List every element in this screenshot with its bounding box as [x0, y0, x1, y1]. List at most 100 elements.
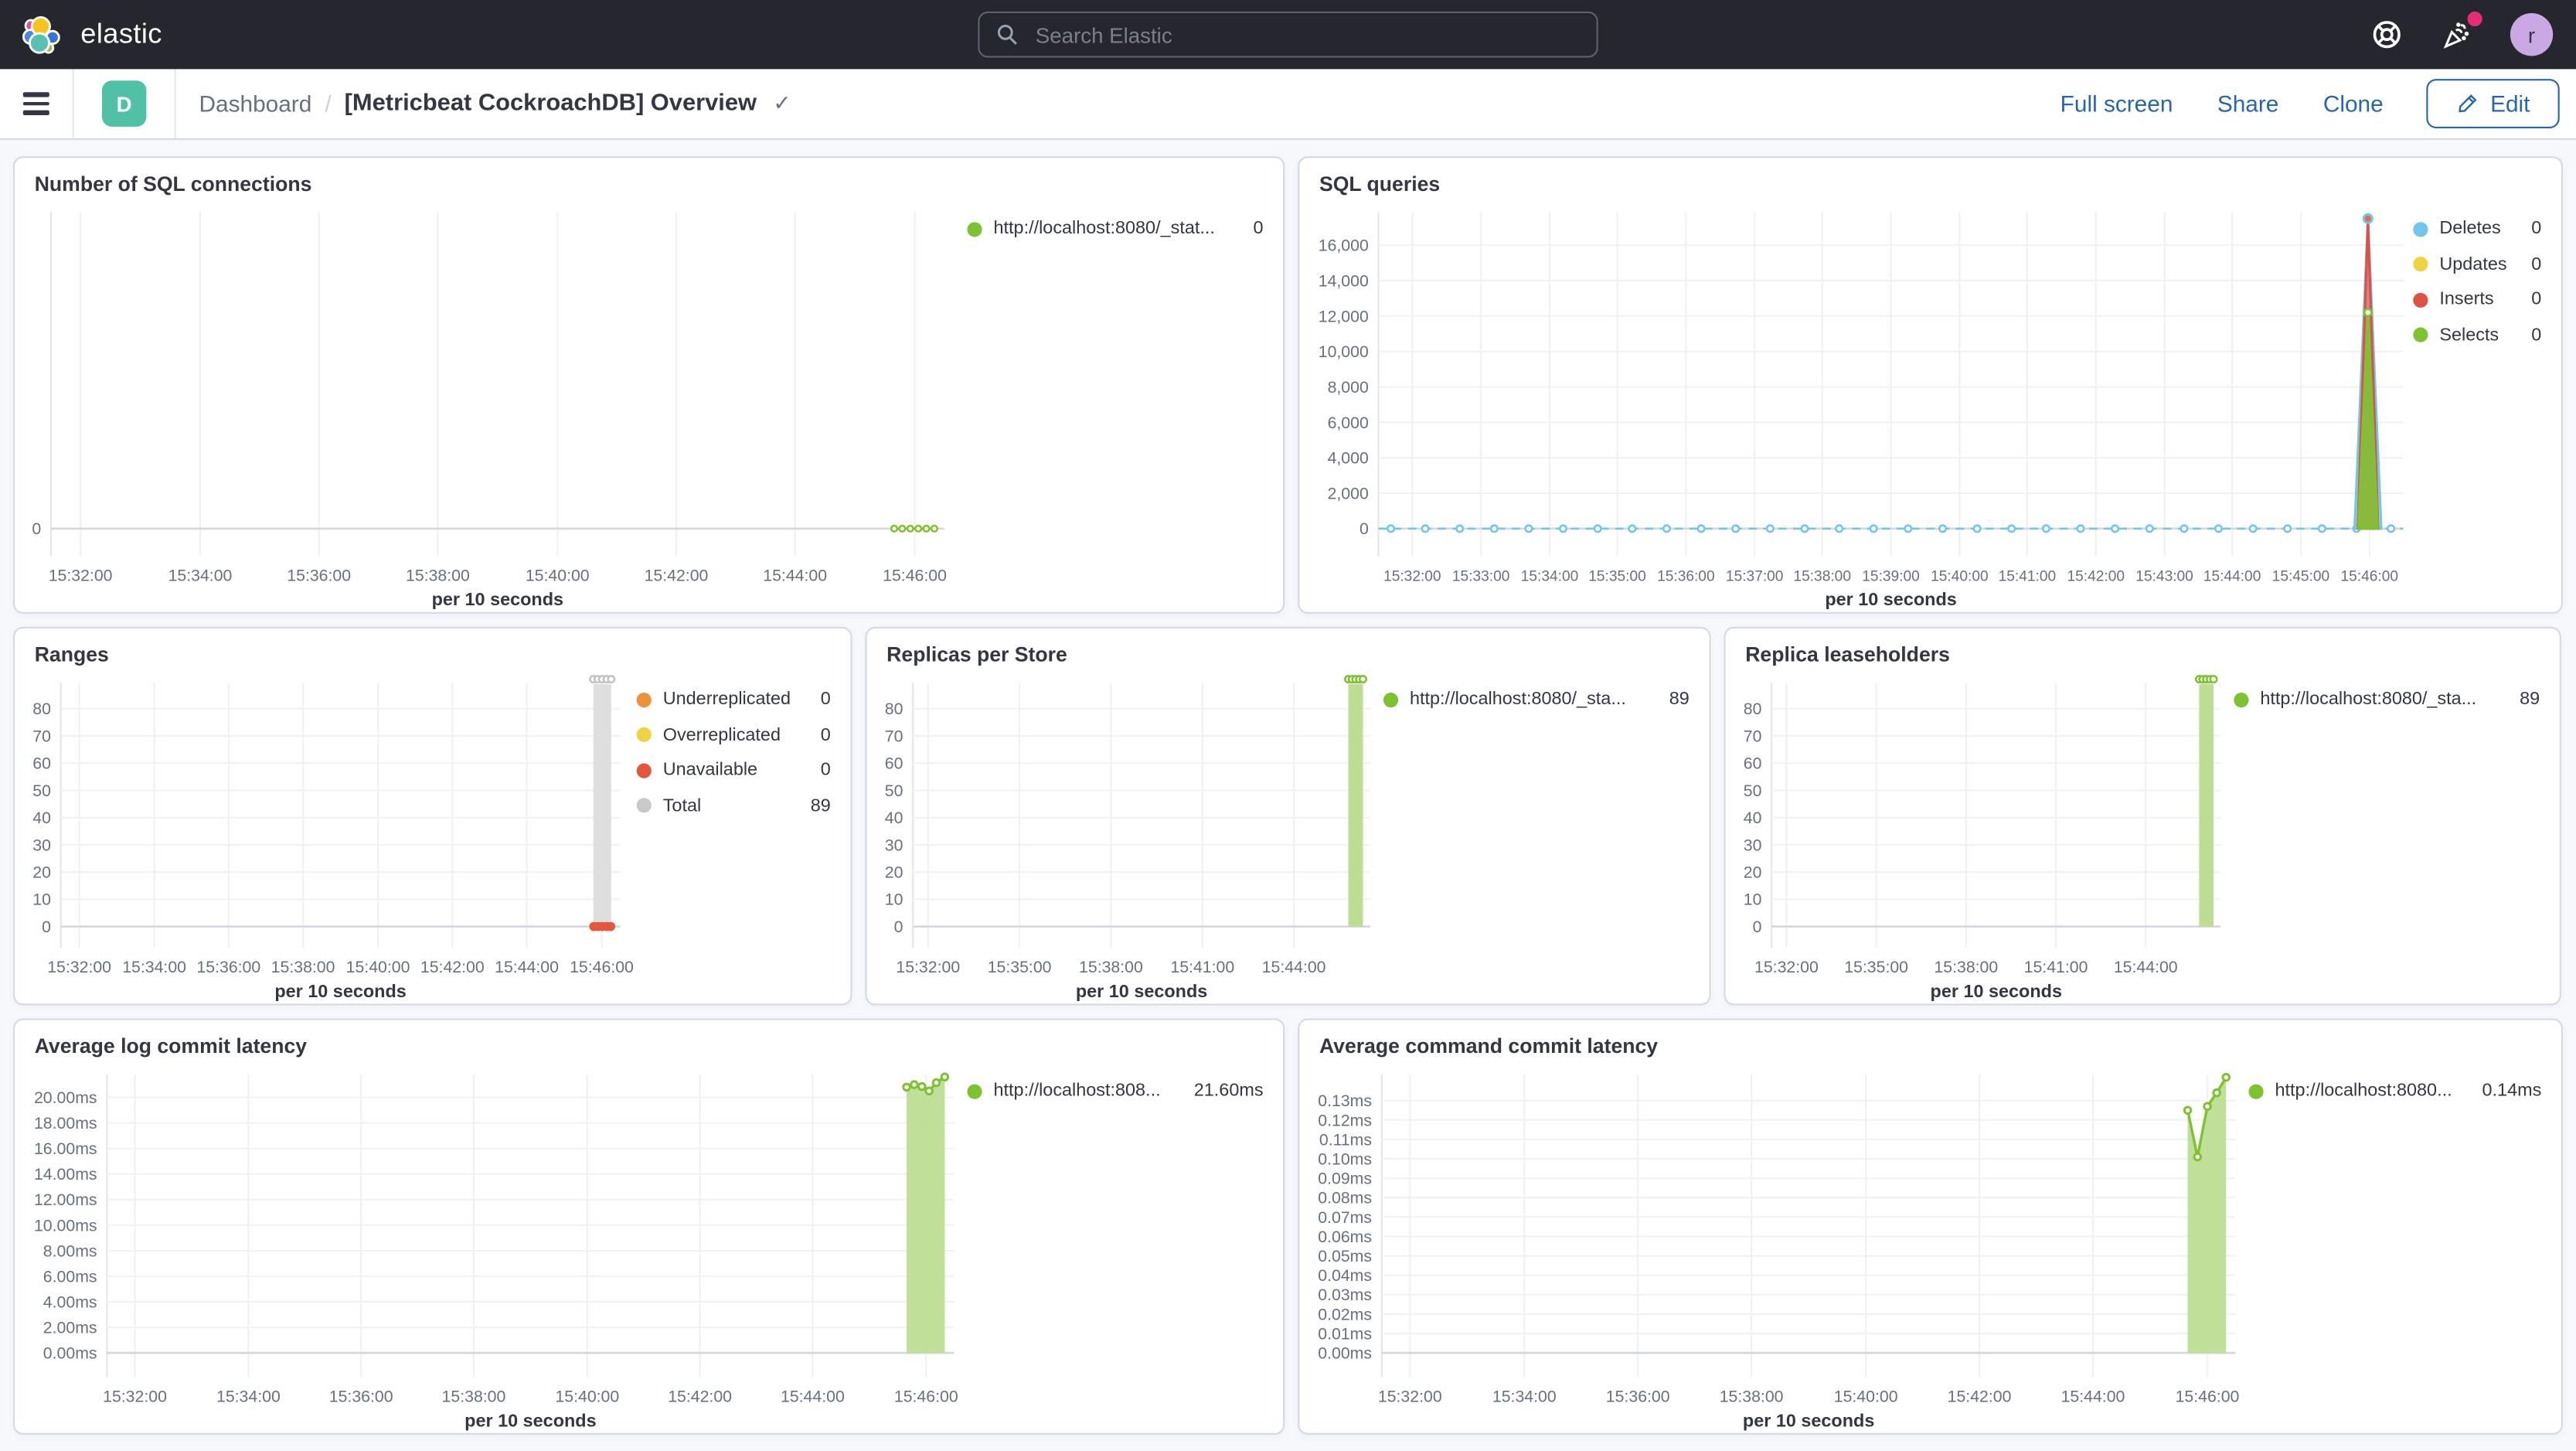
svg-text:0.08ms: 0.08ms — [1318, 1189, 1372, 1207]
legend-item[interactable]: Overreplicated 0 — [636, 724, 831, 745]
svg-text:0.00ms: 0.00ms — [43, 1344, 97, 1363]
svg-text:15:46:00: 15:46:00 — [570, 958, 634, 976]
panel-title: Replicas per Store — [886, 643, 1067, 666]
svg-text:15:36:00: 15:36:00 — [1657, 568, 1715, 584]
svg-text:15:44:00: 15:44:00 — [2203, 568, 2261, 584]
svg-text:30: 30 — [1744, 836, 1762, 854]
svg-text:15:46:00: 15:46:00 — [894, 1387, 958, 1405]
title-check-icon[interactable]: ✓ — [773, 90, 791, 115]
fullscreen-button[interactable]: Full screen — [2060, 90, 2173, 118]
elastic-logo[interactable]: elastic — [0, 12, 162, 56]
legend-color-dot — [2413, 221, 2428, 237]
chart-replicas-per-store[interactable]: 0 10 20 30 40 50 60 70 80 15:32:00 15:35:00 15:38:0… — [867, 669, 1383, 1003]
legend-item[interactable]: Selects 0 — [2413, 325, 2541, 345]
legend-item-label: Overreplicated — [662, 724, 781, 745]
legend-item[interactable]: Inserts 0 — [2413, 290, 2541, 309]
legend-item[interactable]: http://localhost:8080/_stat... 0 — [967, 219, 1264, 239]
svg-text:30: 30 — [885, 836, 903, 854]
svg-text:0.00ms: 0.00ms — [1318, 1344, 1372, 1363]
svg-text:16.00ms: 16.00ms — [34, 1139, 97, 1158]
chart-sql-connections[interactable]: 0 15:32:00 15:34:00 15:36:00 15:38:00 15:40:0… — [15, 199, 967, 612]
svg-text:15:32:00: 15:32:00 — [1378, 1387, 1442, 1405]
help-icon — [2370, 18, 2404, 51]
svg-text:15:38:00: 15:38:00 — [271, 958, 335, 976]
search-input[interactable] — [1032, 20, 1581, 49]
svg-text:15:42:00: 15:42:00 — [1948, 1387, 2012, 1405]
svg-text:15:41:00: 15:41:00 — [1170, 958, 1234, 976]
whats-new-button[interactable] — [2439, 11, 2482, 53]
svg-text:0.06ms: 0.06ms — [1318, 1228, 1372, 1246]
panel-title: Number of SQL connections — [34, 172, 312, 196]
svg-text:15:32:00: 15:32:00 — [103, 1387, 167, 1405]
edit-button-label: Edit — [2490, 90, 2530, 118]
chart-replica-leaseholders[interactable]: 0 10 20 30 40 50 60 70 80 15:32:00 15:35:00 15:38:0… — [1726, 669, 2234, 1003]
svg-text:15:41:00: 15:41:00 — [2024, 958, 2088, 976]
svg-text:12.00ms: 12.00ms — [34, 1190, 97, 1209]
legend-item-value: 0 — [820, 724, 831, 745]
legend-item[interactable]: http://localhost:8080/_sta... 89 — [1383, 689, 1690, 710]
avatar-letter: r — [2527, 22, 2536, 47]
svg-text:15:35:00: 15:35:00 — [988, 958, 1052, 976]
panel-sql-queries: SQL queries 0 2,000 4,000 6,000 8,000 10,000 1… — [1298, 156, 2563, 614]
panel-title: SQL queries — [1319, 172, 1441, 196]
panel-replica-leaseholders: Replica leaseholders 0 10 20 30 40 50 60 70 80 15… — [1724, 626, 2561, 1006]
svg-text:40: 40 — [885, 809, 903, 827]
chart-sql-queries[interactable]: 0 2,000 4,000 6,000 8,000 10,000 12,000 14,000 1… — [1299, 199, 2413, 612]
dashboard-badge[interactable]: D — [101, 80, 147, 127]
hamburger-icon — [22, 93, 49, 97]
help-button[interactable] — [2369, 16, 2405, 53]
svg-text:15:33:00: 15:33:00 — [1452, 568, 1510, 584]
edit-button[interactable]: Edit — [2426, 79, 2560, 129]
svg-text:15:32:00: 15:32:00 — [1383, 568, 1441, 584]
menu-button[interactable] — [0, 69, 73, 138]
svg-text:15:38:00: 15:38:00 — [442, 1387, 506, 1405]
legend-item[interactable]: Updates 0 — [2413, 254, 2541, 274]
svg-text:12,000: 12,000 — [1319, 307, 1369, 325]
svg-text:10: 10 — [32, 891, 51, 909]
svg-text:15:34:00: 15:34:00 — [216, 1387, 281, 1405]
chart-avg-log-commit-latency[interactable]: 0.00ms 2.00ms 4.00ms 6.00ms 8.00ms 10.00ms 12.… — [15, 1061, 967, 1433]
legend-item[interactable]: Unavailable 0 — [636, 760, 831, 780]
legend-item[interactable]: http://localhost:8080... 0.14ms — [2248, 1081, 2541, 1101]
legend-item-label: Total — [662, 795, 702, 816]
legend-item[interactable]: Underreplicated 0 — [636, 690, 831, 709]
legend-item-label: Unavailable — [662, 760, 758, 780]
legend-item[interactable]: http://localhost:8080/_sta... 89 — [2234, 689, 2540, 710]
legend-item-label: http://localhost:8080/_sta... — [2260, 689, 2477, 710]
share-button[interactable]: Share — [2217, 90, 2279, 118]
svg-text:6,000: 6,000 — [1328, 414, 1369, 432]
svg-text:15:42:00: 15:42:00 — [668, 1387, 732, 1405]
legend-color-dot — [636, 691, 652, 707]
global-search[interactable] — [978, 11, 1598, 58]
svg-text:20: 20 — [1744, 863, 1762, 882]
clone-button[interactable]: Clone — [2322, 90, 2384, 118]
legend-color-dot — [2234, 691, 2249, 707]
legend-item-value: 89 — [1669, 689, 1690, 710]
svg-text:50: 50 — [885, 782, 903, 800]
svg-text:15:40:00: 15:40:00 — [346, 958, 410, 976]
breadcrumb: Dashboard / [Metricbeat CockroachDB] Ove… — [176, 90, 791, 117]
legend-item-value: 0 — [2531, 254, 2542, 274]
svg-text:0.12ms: 0.12ms — [1318, 1111, 1372, 1129]
chart-avg-command-commit-latency[interactable]: 0.00ms 0.01ms 0.02ms 0.03ms 0.04ms 0.05ms 0.06… — [1299, 1061, 2248, 1433]
divider — [174, 69, 176, 138]
chart-ranges[interactable]: 0 10 20 30 40 50 60 70 80 15:32:00 15:34:00 15:36:0… — [15, 669, 637, 1003]
user-avatar[interactable]: r — [2510, 13, 2554, 56]
breadcrumb-dashboard[interactable]: Dashboard — [199, 90, 312, 118]
svg-text:per 10 seconds: per 10 seconds — [1825, 589, 1956, 609]
svg-text:16,000: 16,000 — [1319, 237, 1369, 255]
svg-text:0.04ms: 0.04ms — [1318, 1266, 1372, 1285]
svg-text:15:36:00: 15:36:00 — [329, 1387, 393, 1405]
legend-item-value: 21.60ms — [1193, 1081, 1264, 1101]
legend-item-label: http://localhost:8080... — [2275, 1081, 2452, 1101]
svg-text:15:40:00: 15:40:00 — [1931, 568, 1989, 584]
svg-text:0.03ms: 0.03ms — [1318, 1286, 1372, 1304]
legend-item[interactable]: http://localhost:808... 21.60ms — [967, 1081, 1264, 1101]
legend-color-dot — [636, 762, 652, 778]
svg-text:2.00ms: 2.00ms — [43, 1319, 97, 1337]
legend-item[interactable]: Total 89 — [636, 795, 831, 816]
legend-item[interactable]: Deletes 0 — [2413, 219, 2541, 239]
svg-text:15:46:00: 15:46:00 — [883, 566, 947, 584]
svg-text:0: 0 — [32, 519, 41, 538]
svg-text:0.01ms: 0.01ms — [1318, 1324, 1372, 1343]
